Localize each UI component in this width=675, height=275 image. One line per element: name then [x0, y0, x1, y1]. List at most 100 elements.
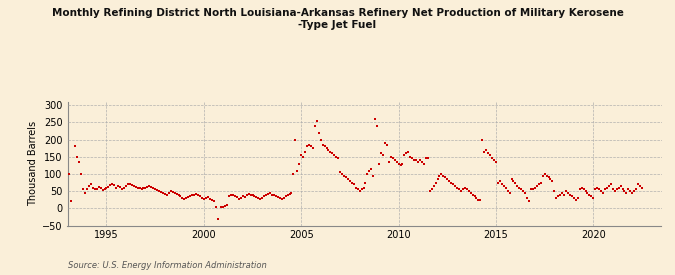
- Point: [261, 192, 271, 197]
- Point: [409, 158, 420, 162]
- Point: [580, 189, 591, 193]
- Point: [452, 185, 462, 190]
- Y-axis label: Thousand Barrels: Thousand Barrels: [28, 121, 38, 206]
- Point: [265, 191, 275, 195]
- Point: [296, 153, 306, 157]
- Point: [586, 194, 597, 199]
- Point: [610, 189, 620, 193]
- Point: [418, 161, 429, 166]
- Point: [218, 204, 229, 209]
- Point: [88, 185, 99, 190]
- Point: [247, 193, 258, 197]
- Point: [483, 151, 493, 156]
- Point: [487, 156, 497, 161]
- Point: [504, 191, 515, 195]
- Point: [241, 193, 252, 197]
- Point: [555, 192, 566, 197]
- Point: [274, 196, 285, 200]
- Point: [436, 172, 447, 176]
- Point: [392, 160, 402, 164]
- Point: [481, 148, 491, 152]
- Point: [308, 146, 319, 150]
- Point: [286, 191, 297, 195]
- Point: [623, 187, 634, 192]
- Point: [570, 197, 581, 202]
- Point: [520, 191, 531, 195]
- Point: [267, 192, 277, 197]
- Point: [181, 196, 192, 200]
- Point: [450, 184, 460, 188]
- Point: [288, 172, 299, 176]
- Point: [376, 151, 387, 156]
- Point: [122, 182, 133, 186]
- Point: [584, 192, 595, 197]
- Point: [346, 180, 357, 185]
- Point: [232, 195, 242, 200]
- Point: [448, 182, 458, 186]
- Point: [335, 170, 346, 174]
- Point: [379, 141, 390, 145]
- Point: [103, 185, 114, 189]
- Point: [526, 187, 537, 192]
- Point: [446, 180, 456, 185]
- Point: [202, 195, 213, 200]
- Point: [121, 184, 132, 188]
- Point: [319, 144, 330, 148]
- Point: [230, 194, 240, 199]
- Point: [524, 199, 535, 204]
- Point: [300, 149, 310, 154]
- Point: [463, 189, 474, 193]
- Point: [159, 192, 170, 196]
- Point: [383, 160, 394, 164]
- Point: [175, 194, 186, 199]
- Point: [132, 186, 143, 191]
- Point: [222, 203, 233, 207]
- Point: [223, 194, 234, 199]
- Point: [545, 177, 556, 181]
- Point: [514, 185, 524, 190]
- Point: [518, 189, 529, 193]
- Point: [535, 180, 546, 185]
- Point: [225, 193, 236, 197]
- Point: [588, 196, 599, 200]
- Point: [614, 185, 624, 190]
- Point: [428, 184, 439, 188]
- Point: [440, 175, 451, 180]
- Point: [126, 183, 137, 187]
- Point: [469, 194, 480, 199]
- Point: [421, 156, 431, 161]
- Point: [80, 191, 90, 195]
- Point: [198, 196, 209, 201]
- Text: Source: U.S. Energy Information Administration: Source: U.S. Energy Information Administ…: [68, 260, 266, 270]
- Point: [385, 155, 396, 159]
- Point: [496, 182, 507, 186]
- Point: [374, 161, 385, 166]
- Point: [393, 161, 404, 166]
- Point: [399, 153, 410, 157]
- Point: [337, 172, 348, 176]
- Point: [64, 172, 75, 176]
- Point: [489, 158, 500, 162]
- Point: [592, 185, 603, 190]
- Point: [189, 192, 200, 197]
- Point: [403, 149, 414, 154]
- Point: [407, 156, 418, 161]
- Point: [263, 192, 273, 196]
- Point: [311, 119, 322, 123]
- Point: [84, 184, 95, 188]
- Point: [360, 180, 371, 185]
- Point: [95, 185, 106, 190]
- Point: [234, 196, 244, 201]
- Point: [341, 175, 352, 180]
- Point: [479, 149, 489, 154]
- Point: [438, 174, 449, 178]
- Point: [612, 187, 622, 192]
- Point: [461, 187, 472, 192]
- Point: [572, 196, 583, 200]
- Point: [150, 187, 161, 192]
- Point: [317, 142, 328, 147]
- Point: [238, 194, 248, 199]
- Point: [171, 192, 182, 196]
- Point: [596, 189, 607, 193]
- Point: [475, 197, 486, 202]
